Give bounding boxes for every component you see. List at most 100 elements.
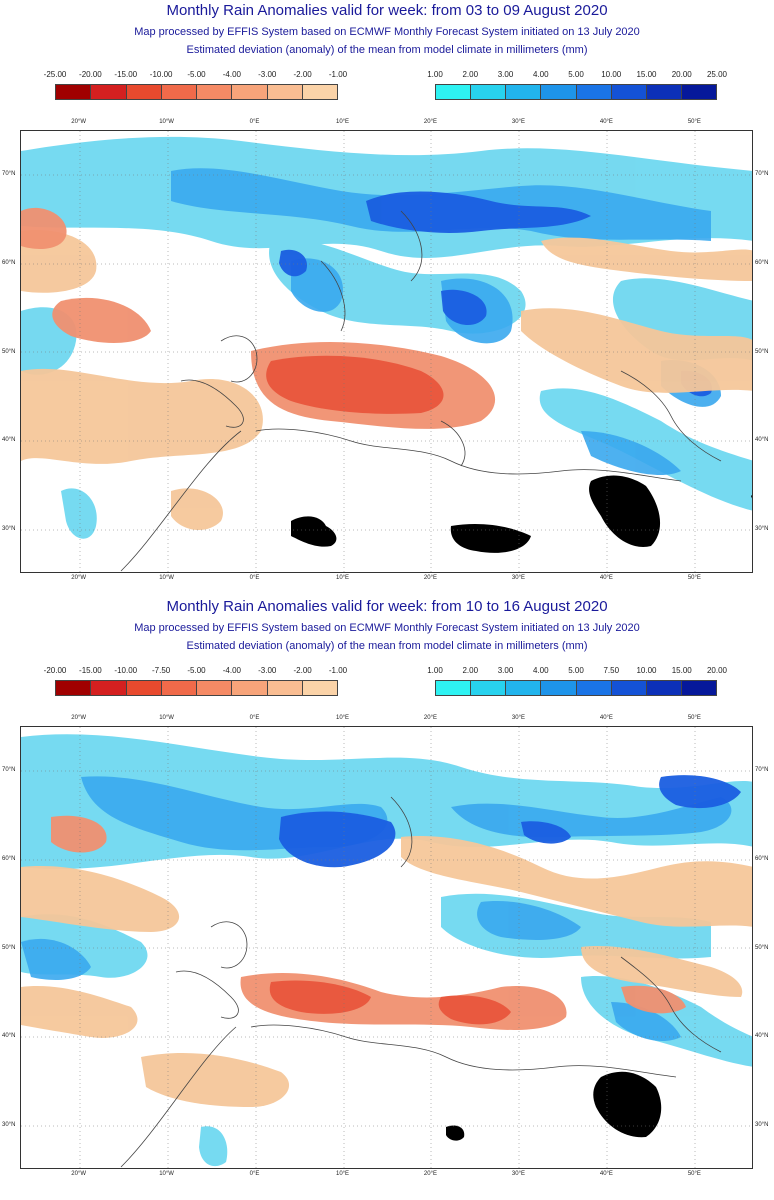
legend-label: -20.00 [79,70,102,79]
legend-label: 1.00 [427,666,443,675]
legend-swatch [541,85,577,99]
legend-swatch [126,681,162,695]
lat-label: 70°N [2,171,16,178]
legend-label: 5.00 [568,666,584,675]
lat-label: 50°N [2,348,16,355]
legend-swatch [56,681,92,695]
legend-label: -2.00 [293,70,312,79]
lat-label: 70°N [755,767,769,774]
legend-label: -5.00 [187,70,206,79]
no-data-mask [446,1071,662,1141]
legend-color-bar [55,84,338,100]
lon-label: 50°E [687,715,701,721]
lon-label: 40°E [599,575,613,581]
lat-label: 30°N [755,525,769,532]
lon-label: 0°E [249,119,260,125]
map-subtitle-description: Estimated deviation (anomaly) of the mea… [186,640,588,652]
legend-labels: -20.00 -15.00 -10.00 -7.50 -5.00 -4.00 -… [44,666,347,680]
longitude-ticks-top: 20°W 10°W 0°E 10°E 20°E 30°E 40°E 50°E [20,119,753,129]
rain-deficit-light [21,230,752,531]
lat-label: 50°N [755,944,769,951]
lon-label: 20°W [71,715,86,721]
legend-swatch [471,85,507,99]
lon-label: 10°E [335,119,350,125]
latitude-ticks-right: 70°N 60°N 50°N 40°N 30°N [754,130,774,573]
map-panel-week-1: Monthly Rain Anomalies valid for week: f… [2,2,774,581]
lat-label: 70°N [755,171,769,178]
legend-label: -15.00 [79,666,102,675]
legend-label: -3.00 [258,666,277,675]
lon-label: 10°W [159,575,174,581]
lon-label: 20°E [423,715,438,721]
legend-color-bar [435,680,717,696]
legend-negative-anomaly: -25.00 -20.00 -15.00 -10.00 -5.00 -4.00 … [44,70,347,100]
legend-swatch [56,85,92,99]
lon-label: 0°E [249,715,260,721]
legend-swatch [646,85,682,99]
lat-label: 30°N [2,525,16,532]
legend-negative-anomaly: -20.00 -15.00 -10.00 -7.50 -5.00 -4.00 -… [44,666,347,696]
longitude-ticks-top: 20°W 10°W 0°E 10°E 20°E 30°E 40°E 50°E [20,715,753,725]
legend-labels: 1.00 2.00 3.00 4.00 5.00 7.50 10.00 15.0… [427,666,727,680]
lon-label: 30°E [511,1171,525,1177]
lon-label: 50°E [687,1171,701,1177]
legend-label: 15.00 [671,666,692,675]
map-subtitle-description: Estimated deviation (anomaly) of the mea… [186,44,588,56]
lat-label: 60°N [755,855,769,862]
legend-swatch [506,681,542,695]
legend-label: -1.00 [328,666,348,675]
lon-label: 10°E [335,1171,350,1177]
coastlines [120,796,722,1168]
legend-label: -25.00 [43,70,67,79]
legend-label: -10.00 [149,70,173,79]
anomaly-map-graphic [21,131,752,572]
legend-label: -7.50 [152,666,171,675]
legend-label: 10.00 [636,666,657,675]
coastlines [120,210,722,572]
legend-positive-anomaly: 1.00 2.00 3.00 4.00 5.00 10.00 15.00 20.… [427,70,727,100]
legend-label: -5.00 [187,666,206,675]
legend-label: 3.00 [497,666,514,675]
lon-label: 10°E [335,575,350,581]
latitude-ticks-left: 70°N 60°N 50°N 40°N 30°N [0,726,20,1169]
legend-label: 1.00 [427,70,443,79]
lat-label: 40°N [755,437,769,444]
legend-labels: 1.00 2.00 3.00 4.00 5.00 10.00 15.00 20.… [427,70,727,84]
lon-label: 50°E [687,575,701,581]
legend-swatch [436,85,472,99]
legend-label: -1.00 [328,70,348,79]
legend-labels: -25.00 -20.00 -15.00 -10.00 -5.00 -4.00 … [44,70,347,84]
lon-label: 10°W [159,119,174,125]
map-subtitle-source: Map processed by EFFIS System based on E… [134,26,640,38]
map-title: Monthly Rain Anomalies valid for week: f… [166,2,608,19]
lon-label: 0°E [249,575,260,581]
lat-label: 60°N [2,259,16,266]
anomaly-map-graphic [21,727,752,1168]
legend-label: 25.00 [706,70,728,79]
lon-label: 50°E [687,119,701,125]
lat-label: 60°N [755,259,769,266]
lon-label: 10°E [335,715,350,721]
legend-label: 3.00 [497,70,514,79]
lat-label: 50°N [755,348,769,355]
legend-label: 2.00 [462,70,479,79]
legend-label: 4.00 [532,666,549,675]
legend-label: 20.00 [671,70,692,79]
legend-label: -10.00 [114,666,138,675]
lat-label: 30°N [2,1121,16,1128]
legend-positive-anomaly: 1.00 2.00 3.00 4.00 5.00 7.50 10.00 15.0… [427,666,727,696]
rain-deficit-light [21,836,752,1107]
legend-swatch [681,85,716,99]
lat-label: 60°N [2,855,16,862]
legend-swatch [576,85,612,99]
map-subtitle-source: Map processed by EFFIS System based on E… [134,622,640,634]
legend-swatch [681,681,716,695]
legend-label: 7.50 [603,666,620,675]
legend-label: 5.00 [568,70,584,79]
legend-label: 15.00 [636,70,657,79]
legend-label: 10.00 [601,70,622,79]
lon-label: 20°E [423,575,438,581]
lon-label: 40°E [599,119,613,125]
lon-label: 20°E [423,1171,438,1177]
legend-swatch [197,681,233,695]
